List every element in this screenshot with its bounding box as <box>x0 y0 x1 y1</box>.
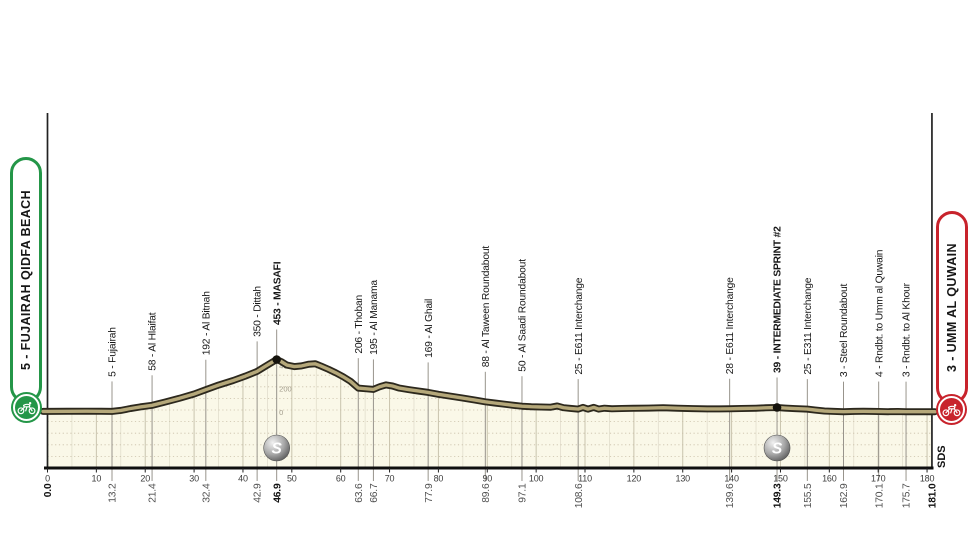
waypoint-distance: 32.4 <box>201 483 212 503</box>
finish-distance: 181.0 <box>928 483 939 508</box>
elevation-scale-label: 200 <box>279 385 292 394</box>
waypoint-distance: 77.9 <box>424 483 435 503</box>
km-tick-label: 30 <box>189 474 199 484</box>
km-tick-label: 80 <box>434 474 444 484</box>
km-tick-label: 110 <box>578 474 592 484</box>
waypoint-name: 5 - Fujairah <box>108 327 119 377</box>
km-tick-label: 150 <box>773 474 788 484</box>
waypoint-distance: 46.9 <box>272 483 283 503</box>
waypoint-name: 58 - Al Hlaifat <box>148 312 159 371</box>
km-tick-label: 180 <box>920 474 935 484</box>
waypoint-name: 25 - E311 Interchange <box>803 277 814 374</box>
waypoint-name: 453 - MASAFI <box>272 261 283 325</box>
start-label: 5 - FUJAIRAH QIDFA BEACH <box>19 190 33 370</box>
waypoint-name: 28 - E611 Interchange <box>725 277 736 374</box>
start-bike-icon <box>13 394 40 421</box>
km-tick-label: 40 <box>238 474 248 484</box>
waypoint-name: 192 - Al Bitnah <box>201 291 212 355</box>
waypoint-name: 206 - Thoban <box>354 294 365 353</box>
credit-sds: SDS <box>936 445 948 468</box>
finish-label: 3 - UMM AL QUWAIN <box>945 242 959 373</box>
elevation-area <box>47 359 932 468</box>
sprint-icon-letter: S <box>772 440 783 457</box>
waypoint-name: 39 - INTERMEDIATE SPRINT #2 <box>773 226 784 373</box>
km-tick-label: 20 <box>140 474 150 484</box>
waypoint-name: 88 - Al Taween Roundabout <box>481 246 492 368</box>
km-tick-label: 140 <box>724 474 739 484</box>
elevation-scale-label: 0 <box>279 408 283 417</box>
km-tick-label: 170 <box>871 474 886 484</box>
waypoint-distance: 149.3 <box>773 483 784 508</box>
km-tick-label: 10 <box>92 474 102 484</box>
bicycle-icon <box>17 401 36 414</box>
waypoint-distance: 170.1 <box>874 483 885 508</box>
bicycle-icon <box>942 403 961 416</box>
waypoint-distance: 162.9 <box>839 483 850 508</box>
waypoint-name: 195 - Al Manama <box>369 280 380 355</box>
waypoint-name: 4 - Rndbt. to Umm al Quwain <box>874 249 885 377</box>
waypoint-name: 169 - Al Ghail <box>424 299 435 358</box>
waypoint-distance: 66.7 <box>369 483 380 503</box>
waypoint-dot <box>772 403 782 412</box>
waypoint-name: 350 - Dittah <box>253 286 264 337</box>
sprint-icon-letter: S <box>272 440 283 457</box>
km-tick-label: 100 <box>529 474 544 484</box>
sprint-icon <box>263 434 290 462</box>
km-tick-label: 160 <box>822 474 837 484</box>
waypoint-name: 25 - E611 Interchange <box>574 277 585 374</box>
waypoint-distance: 21.4 <box>148 483 159 503</box>
waypoint-distance: 155.5 <box>803 483 814 508</box>
waypoint-distance: 139.6 <box>725 483 736 508</box>
km-tick-label: 50 <box>287 474 297 484</box>
waypoint-distance: 108.6 <box>574 483 585 508</box>
waypoint-distance: 63.6 <box>354 483 365 503</box>
waypoint-name: 50 - Al Saadi Roundabout <box>518 259 529 372</box>
waypoint-name: 3 - Rndbt. to Al Khour <box>902 282 913 377</box>
finish-label-box: 3 - UMM AL QUWAIN <box>936 211 968 404</box>
km-tick-label: 70 <box>385 474 395 484</box>
start-distance: 0.0 <box>43 483 54 497</box>
waypoint-dot <box>272 355 281 364</box>
finish-bike-icon <box>938 396 965 423</box>
waypoint-distance: 13.2 <box>108 483 119 503</box>
waypoint-distance: 97.1 <box>518 483 529 503</box>
km-tick-label: 130 <box>676 474 691 484</box>
waypoint-distance: 89.6 <box>481 483 492 503</box>
waypoint-distance: 175.7 <box>902 483 913 508</box>
km-tick-label: 60 <box>336 474 346 484</box>
waypoint-distance: 42.9 <box>253 483 264 503</box>
start-label-box: 5 - FUJAIRAH QIDFA BEACH <box>10 157 42 403</box>
waypoint-name: 3 - Steel Roundabout <box>839 283 850 377</box>
route-band <box>41 357 937 414</box>
km-tick-label: 120 <box>627 474 642 484</box>
km-tick-label: 0 <box>45 474 50 484</box>
km-tick-label: 90 <box>482 474 492 484</box>
sprint-icon <box>763 434 791 462</box>
